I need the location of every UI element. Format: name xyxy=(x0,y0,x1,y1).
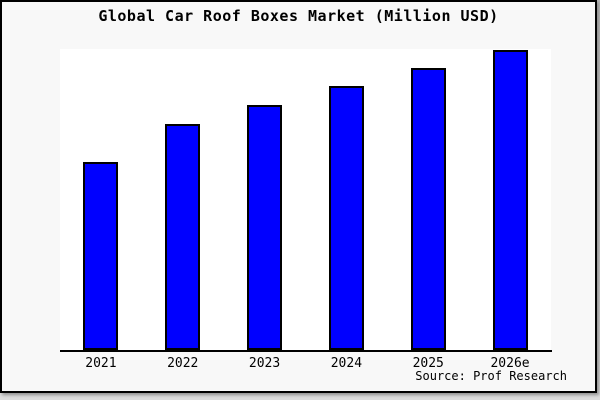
bar xyxy=(247,105,283,350)
x-tick-label: 2025 xyxy=(412,356,444,371)
chart-title: Global Car Roof Boxes Market (Million US… xyxy=(98,7,499,25)
bar xyxy=(83,162,119,350)
x-tick-label: 2022 xyxy=(167,356,199,371)
bars-row xyxy=(60,49,551,350)
bar-slot xyxy=(469,49,551,350)
bar-slot xyxy=(305,49,387,350)
bar-slot xyxy=(387,49,469,350)
x-tick-label: 2021 xyxy=(85,356,117,371)
bar-slot xyxy=(142,49,224,350)
source-credit: Source: Prof Research xyxy=(415,369,567,383)
chart-frame: Global Car Roof Boxes Market (Million US… xyxy=(0,0,597,393)
x-tick-label: 2023 xyxy=(248,356,281,371)
bar-slot xyxy=(224,49,306,350)
bar-slot xyxy=(60,49,142,350)
bar xyxy=(165,124,201,350)
x-tick-label: 2024 xyxy=(330,356,363,371)
bar xyxy=(410,68,446,350)
x-axis-line xyxy=(60,350,552,352)
x-tick-label: 2026e xyxy=(490,356,530,371)
x-axis-labels-row: 2021 2022 2023 2024 2025 2026e xyxy=(60,356,551,371)
bar xyxy=(492,50,528,350)
plot-area xyxy=(60,49,551,350)
bar xyxy=(328,86,364,350)
